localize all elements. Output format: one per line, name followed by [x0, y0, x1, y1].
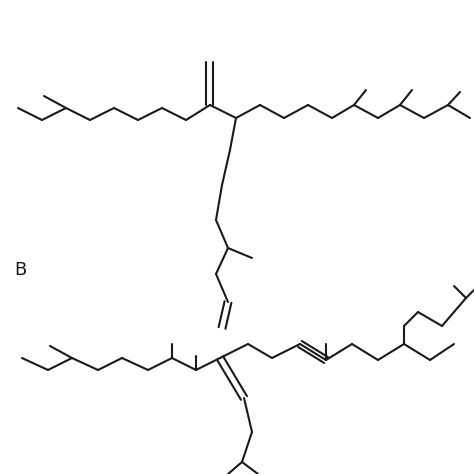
Text: B: B	[14, 261, 26, 279]
